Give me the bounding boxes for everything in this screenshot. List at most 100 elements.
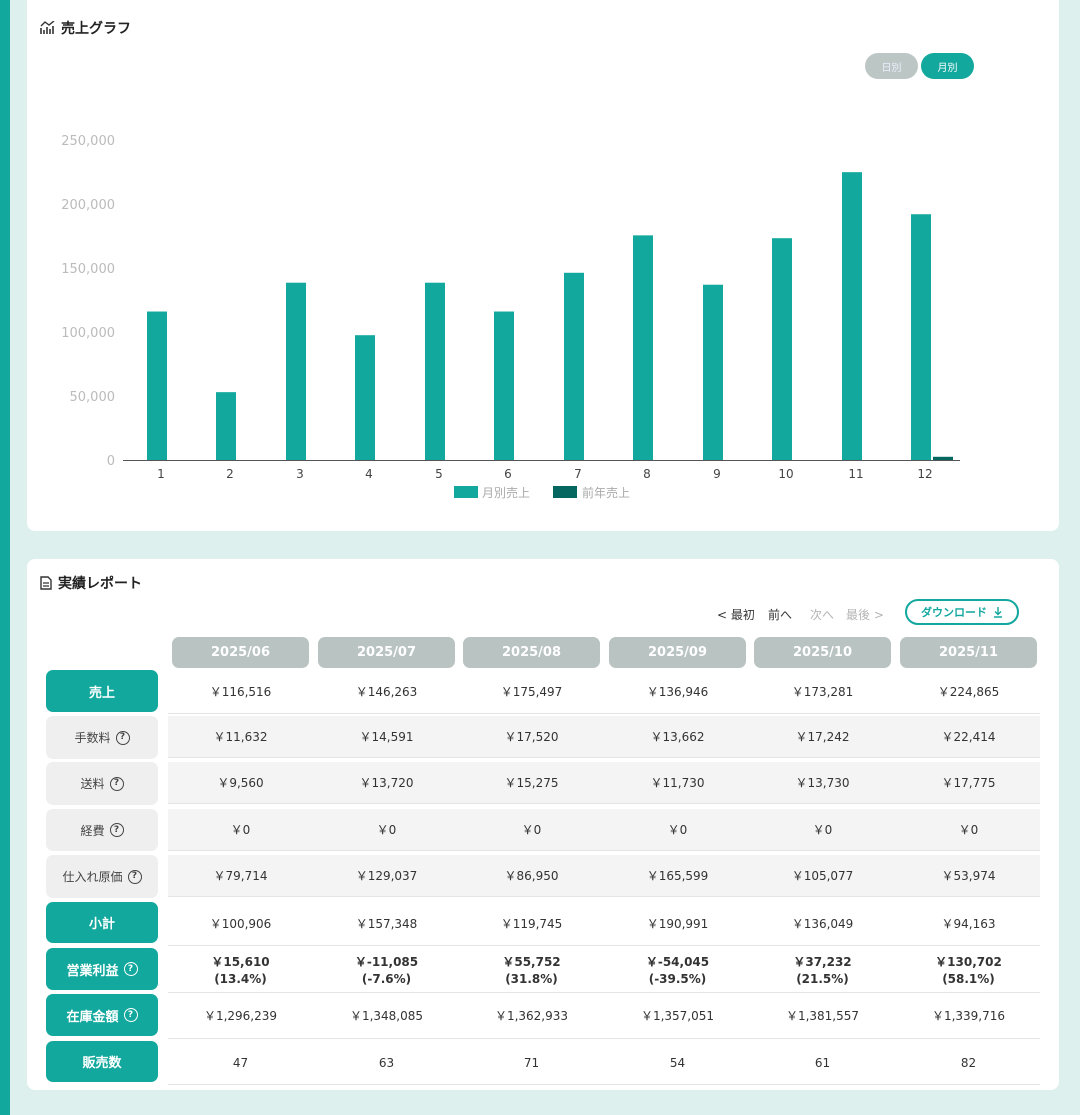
table-cell: 54 xyxy=(605,1041,750,1085)
pager-last-button[interactable]: 最後 > xyxy=(846,608,884,622)
table-cell: ￥0 xyxy=(168,809,313,851)
row-divider xyxy=(168,1084,1040,1085)
table-cell: ￥0 xyxy=(314,809,459,851)
cell-value: ￥190,991 xyxy=(646,916,709,931)
table-cell: ￥1,348,085 xyxy=(314,994,459,1039)
row-label-expenses: 経費? xyxy=(46,809,158,851)
download-button[interactable]: ダウンロード xyxy=(905,599,1019,625)
cell-value: ￥1,381,557 xyxy=(785,1009,860,1023)
bar-monthly-sales-9[interactable] xyxy=(703,284,723,460)
table-cell: ￥55,752 (31.8%) xyxy=(459,948,604,993)
sales-chart-card: 売上グラフ 日別 月別 0 50,000 100,000 150,000 200,000… xyxy=(27,0,1059,531)
y-tick-label: 150,000 xyxy=(61,262,115,277)
row-divider xyxy=(168,896,1040,897)
row-label-fees: 手数料? xyxy=(46,716,158,759)
cell-value: 71 xyxy=(523,1055,540,1070)
row-label-operating-profit: 営業利益? xyxy=(46,948,158,990)
cell-value: ￥136,049 xyxy=(791,916,854,931)
help-icon[interactable]: ? xyxy=(127,869,142,884)
row-label-sales: 売上 xyxy=(46,670,158,712)
pager-prev-button[interactable]: 前へ xyxy=(768,608,793,622)
bar-monthly-sales-10[interactable] xyxy=(772,238,792,460)
table-cell: ￥13,730 xyxy=(750,762,895,804)
row-divider xyxy=(168,945,1040,946)
cell-value: ￥119,745 xyxy=(500,916,563,931)
help-icon[interactable]: ? xyxy=(123,962,138,976)
table-cell: ￥0 xyxy=(459,809,604,851)
cell-value: ￥9,560 xyxy=(217,775,264,790)
legend-label-monthly-sales[interactable]: 月別売上 xyxy=(482,485,530,500)
x-tick-label: 6 xyxy=(504,467,512,481)
bar-monthly-sales-5[interactable] xyxy=(425,282,445,460)
row-divider xyxy=(168,992,1040,993)
row-label-text: 経費 xyxy=(80,823,105,838)
table-cell: ￥224,865 xyxy=(896,670,1041,714)
table-cell: ￥165,599 xyxy=(605,855,750,897)
table-cell: ￥0 xyxy=(896,809,1041,851)
bar-monthly-sales-4[interactable] xyxy=(355,335,375,460)
bar-prev-year-12[interactable] xyxy=(933,456,953,460)
pager-next-button[interactable]: 次へ xyxy=(810,608,835,622)
cell-value: ￥0 xyxy=(667,822,688,837)
cell-value: ￥86,950 xyxy=(504,868,559,883)
y-tick-label: 50,000 xyxy=(70,390,116,405)
table-cell: ￥1,357,051 xyxy=(605,994,750,1039)
help-icon[interactable]: ? xyxy=(109,776,124,791)
row-divider xyxy=(168,850,1040,851)
bar-monthly-sales-7[interactable] xyxy=(564,272,584,460)
table-cell: ￥13,720 xyxy=(314,762,459,804)
x-tick-label: 3 xyxy=(296,467,304,481)
column-header-2025-11: 2025/11 xyxy=(900,637,1037,668)
bar-monthly-sales-11[interactable] xyxy=(842,172,862,461)
bar-monthly-sales-1[interactable] xyxy=(147,311,167,460)
row-label-cost-of-goods: 仕入れ原価? xyxy=(46,855,158,898)
x-tick-label: 1 xyxy=(157,467,165,481)
y-tick-label: 0 xyxy=(107,454,115,469)
cell-percentage: (-39.5%) xyxy=(648,971,707,986)
x-tick-label: 5 xyxy=(435,467,443,481)
cell-value: ￥11,730 xyxy=(650,775,705,790)
cell-value: ￥17,520 xyxy=(504,729,559,744)
toggle-monthly-button[interactable]: 月別 xyxy=(921,53,974,79)
table-cell: ￥157,348 xyxy=(314,902,459,946)
cell-percentage: (13.4%) xyxy=(214,971,267,986)
cell-value: ￥17,775 xyxy=(941,775,996,790)
cell-value: ￥0 xyxy=(521,822,542,837)
pager-first-button[interactable]: < 最初 xyxy=(717,608,755,622)
cell-value: ￥0 xyxy=(958,822,979,837)
cell-value: ￥116,516 xyxy=(209,684,272,699)
cell-value: ￥105,077 xyxy=(791,868,854,883)
cell-value: ￥100,906 xyxy=(209,916,272,931)
cell-value: ￥1,339,716 xyxy=(931,1009,1006,1023)
help-icon[interactable]: ? xyxy=(115,730,130,745)
row-label-inventory-value: 在庫金額? xyxy=(46,994,158,1036)
table-cell: ￥94,163 xyxy=(896,902,1041,946)
help-icon[interactable]: ? xyxy=(109,823,124,837)
legend-label-prev-year-sales[interactable]: 前年売上 xyxy=(582,485,630,500)
cell-value: ￥0 xyxy=(230,822,251,837)
x-tick-label: 12 xyxy=(917,467,932,481)
performance-report-card: 実績レポート < 最初 前へ 次へ 最後 > ダウンロード 2025/06 202… xyxy=(27,559,1059,1090)
bar-monthly-sales-12[interactable] xyxy=(911,214,931,460)
bar-monthly-sales-3[interactable] xyxy=(286,282,306,460)
help-icon[interactable]: ? xyxy=(123,1008,138,1022)
cell-value: ￥1,357,051 xyxy=(640,1009,715,1023)
legend-swatch-prev-year-sales[interactable] xyxy=(553,486,577,498)
table-cell: 71 xyxy=(459,1041,604,1085)
report-card-title: 実績レポート xyxy=(58,576,142,592)
left-accent-bar xyxy=(0,0,10,1115)
chart-card-title: 売上グラフ xyxy=(61,21,131,37)
table-cell: ￥-54,045 (-39.5%) xyxy=(605,948,750,993)
cell-value: ￥15,610 xyxy=(211,954,270,969)
bar-monthly-sales-8[interactable] xyxy=(633,235,653,460)
table-cell: 82 xyxy=(896,1041,1041,1085)
legend-swatch-monthly-sales[interactable] xyxy=(454,486,478,498)
toggle-daily-button[interactable]: 日別 xyxy=(865,53,918,79)
table-row-shipping: ￥9,560 ￥13,720 ￥15,275 ￥11,730 ￥13,730 ￥17,77… xyxy=(168,762,1040,804)
table-cell: ￥86,950 xyxy=(459,855,604,897)
table-cell: ￥17,775 xyxy=(896,762,1041,804)
cell-value: ￥173,281 xyxy=(791,684,854,699)
bar-monthly-sales-6[interactable] xyxy=(494,311,514,460)
bar-monthly-sales-2[interactable] xyxy=(216,392,236,460)
